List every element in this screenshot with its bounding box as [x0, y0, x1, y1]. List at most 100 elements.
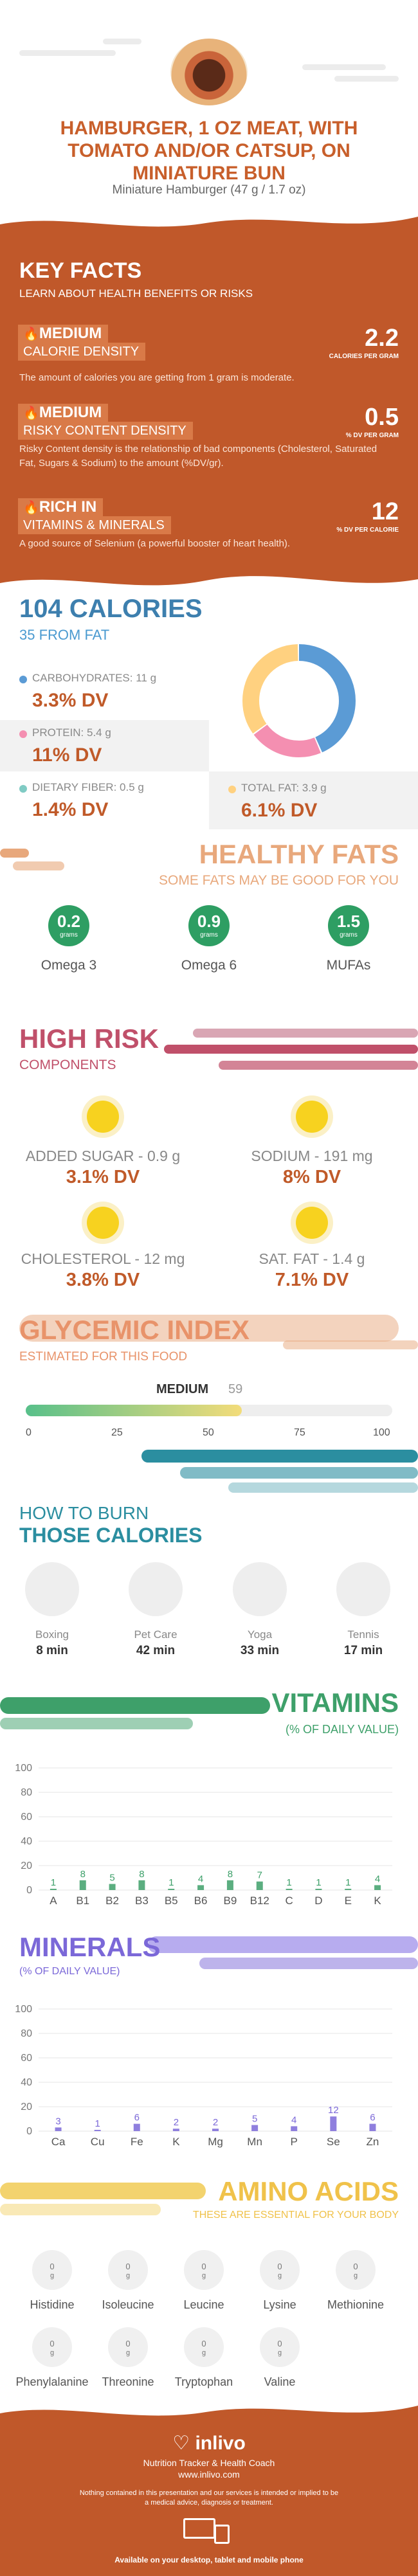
amino-value: 0 [353, 2262, 358, 2271]
decor-bar [19, 1315, 399, 1342]
burn-title-1: HOW TO BURN [19, 1503, 149, 1523]
activity-minutes: 8 min [36, 1644, 68, 1657]
vitamin-bar-B3 [138, 1880, 145, 1890]
key-facts-section: KEY FACTS LEARN ABOUT HEALTH BENEFITS OR… [0, 205, 418, 599]
risk-label: SODIUM - 191 mg [251, 1148, 373, 1164]
fact-description: The amount of calories you are getting f… [19, 372, 295, 383]
activity-minutes: 33 min [240, 1644, 280, 1657]
vitamin-bar-K [374, 1885, 381, 1890]
decor-line [334, 76, 399, 82]
vitamins-chart: 0 20 40 60 80 100 1 A 8 B1 5 B2 8 B3 1 B5 4 B6 8 B9 7 B12 1 C 1 D… [15, 1763, 392, 1907]
decor-bar [164, 1045, 418, 1054]
amino-value: 0 [125, 2262, 131, 2271]
vitamin-value-label: 4 [198, 1873, 203, 1884]
decor-line [19, 50, 116, 56]
glycemic-subtitle: ESTIMATED FOR THIS FOOD [19, 1350, 188, 1364]
yoga-icon [233, 1562, 287, 1616]
amino-subtitle: THESE ARE ESSENTIAL FOR YOUR BODY [192, 2210, 399, 2220]
mineral-category-label: Cu [91, 2136, 105, 2148]
vitamin-value-label: 8 [80, 1869, 86, 1880]
vitamins-subtitle: (% OF DAILY VALUE) [285, 1723, 399, 1736]
minerals-title: MINERALS [19, 1932, 161, 1962]
calories-title: 104 CALORIES [19, 595, 203, 623]
vitamin-category-label: B9 [224, 1895, 237, 1907]
decor-bar [141, 1450, 418, 1463]
amino-name: Methionine [327, 2298, 385, 2311]
availability-text: Available on your desktop, tablet and mo… [114, 2555, 304, 2564]
vitamin-value-label: 8 [228, 1869, 233, 1880]
mineral-value-label: 2 [174, 2117, 179, 2128]
vitamin-bar-C [286, 1889, 293, 1890]
amino-circle [336, 2250, 376, 2290]
y-tick-label: 40 [21, 1836, 32, 1847]
glycemic-value: 59 [228, 1382, 243, 1396]
decor-bar [219, 1061, 418, 1070]
glycemic-fill [26, 1405, 242, 1416]
page-title: HAMBURGER, 1 OZ MEAT, WITH TOMATO AND/OR… [60, 118, 358, 184]
mineral-category-label: Se [327, 2136, 340, 2148]
disclaimer: Nothing contained in this presentation a… [79, 2489, 339, 2507]
vitamin-category-label: B12 [250, 1895, 269, 1907]
vitamin-bar-B1 [79, 1880, 86, 1890]
fact-unit: % DV PER GRAM [345, 432, 399, 439]
fact-unit: % DV PER CALORIE [336, 527, 399, 534]
fact-value: 2.2 [365, 325, 399, 352]
brand-url[interactable]: www.inlivo.com [178, 2469, 240, 2480]
vitamin-value-label: 5 [109, 1873, 114, 1884]
amino-circle [108, 2327, 148, 2367]
risk-dv: 3.1% DV [66, 1167, 140, 1187]
fat-name: Omega 6 [181, 958, 237, 973]
high-risk-title: HIGH RISK [19, 1023, 159, 1054]
risk-label: CHOLESTEROL - 12 mg [21, 1250, 185, 1267]
macro-label: TOTAL FAT: 3.9 g [241, 782, 327, 794]
decor-line [302, 64, 386, 70]
vitamin-category-label: E [345, 1895, 352, 1907]
decor-bar [0, 1718, 193, 1729]
fact-level-label: 🔥MEDIUM [18, 404, 109, 422]
vitamin-category-label: K [374, 1895, 381, 1907]
fact-name-label: RISKY CONTENT DENSITY [18, 422, 193, 440]
donut-slice-fat [242, 644, 356, 757]
decor-line [103, 39, 141, 44]
flame-icon: 🔥 [23, 501, 39, 515]
amino-unit: g [125, 2272, 131, 2280]
vitamin-value-label: 1 [316, 1877, 321, 1888]
vitamin-category-label: A [50, 1895, 57, 1907]
amino-circle [108, 2250, 148, 2290]
y-tick-label: 40 [21, 2077, 32, 2088]
fact-value: 12 [371, 498, 399, 525]
amino-name: Phenylalanine [15, 2375, 89, 2388]
macro-dv: 1.4% DV [32, 799, 109, 820]
mineral-bar-K [172, 2129, 179, 2131]
header: HAMBURGER, 1 OZ MEAT, WITH TOMATO AND/OR… [0, 0, 418, 206]
healthy-fats-title: HEALTHY FATS [199, 839, 399, 869]
fact-level-label: 🔥MEDIUM [18, 325, 109, 343]
y-tick-label: 80 [21, 1787, 32, 1798]
heart-icon: ♡ [172, 2433, 190, 2454]
amino-value: 0 [50, 2339, 55, 2348]
vitamin-bar-B2 [109, 1884, 116, 1890]
glycemic-tick: 75 [294, 1427, 305, 1438]
amino-circle [32, 2327, 72, 2367]
glycemic-tick: 100 [373, 1427, 390, 1438]
mineral-category-label: Fe [131, 2136, 143, 2148]
decor-bar [193, 1029, 418, 1038]
pet-care-icon [129, 1562, 183, 1616]
macro-dv: 3.3% DV [32, 690, 109, 711]
decor-bar [13, 861, 64, 870]
macro-dv: 6.1% DV [241, 800, 318, 821]
mineral-value-label: 2 [213, 2117, 218, 2128]
high-risk-subtitle: COMPONENTS [19, 1058, 116, 1072]
smiley-icon [296, 1101, 328, 1133]
mineral-bar-Mn [251, 2125, 259, 2131]
fact-name-label: VITAMINS & MINERALS [18, 516, 171, 534]
vitamin-bar-B9 [226, 1880, 233, 1890]
wave-top [0, 205, 418, 227]
vitamin-category-label: C [285, 1895, 293, 1907]
amino-name: Lysine [263, 2298, 296, 2311]
y-tick-label: 100 [15, 1763, 32, 1774]
y-tick-label: 20 [21, 2102, 32, 2112]
mineral-bar-Cu [94, 2130, 101, 2131]
vitamin-category-label: B3 [135, 1895, 149, 1907]
